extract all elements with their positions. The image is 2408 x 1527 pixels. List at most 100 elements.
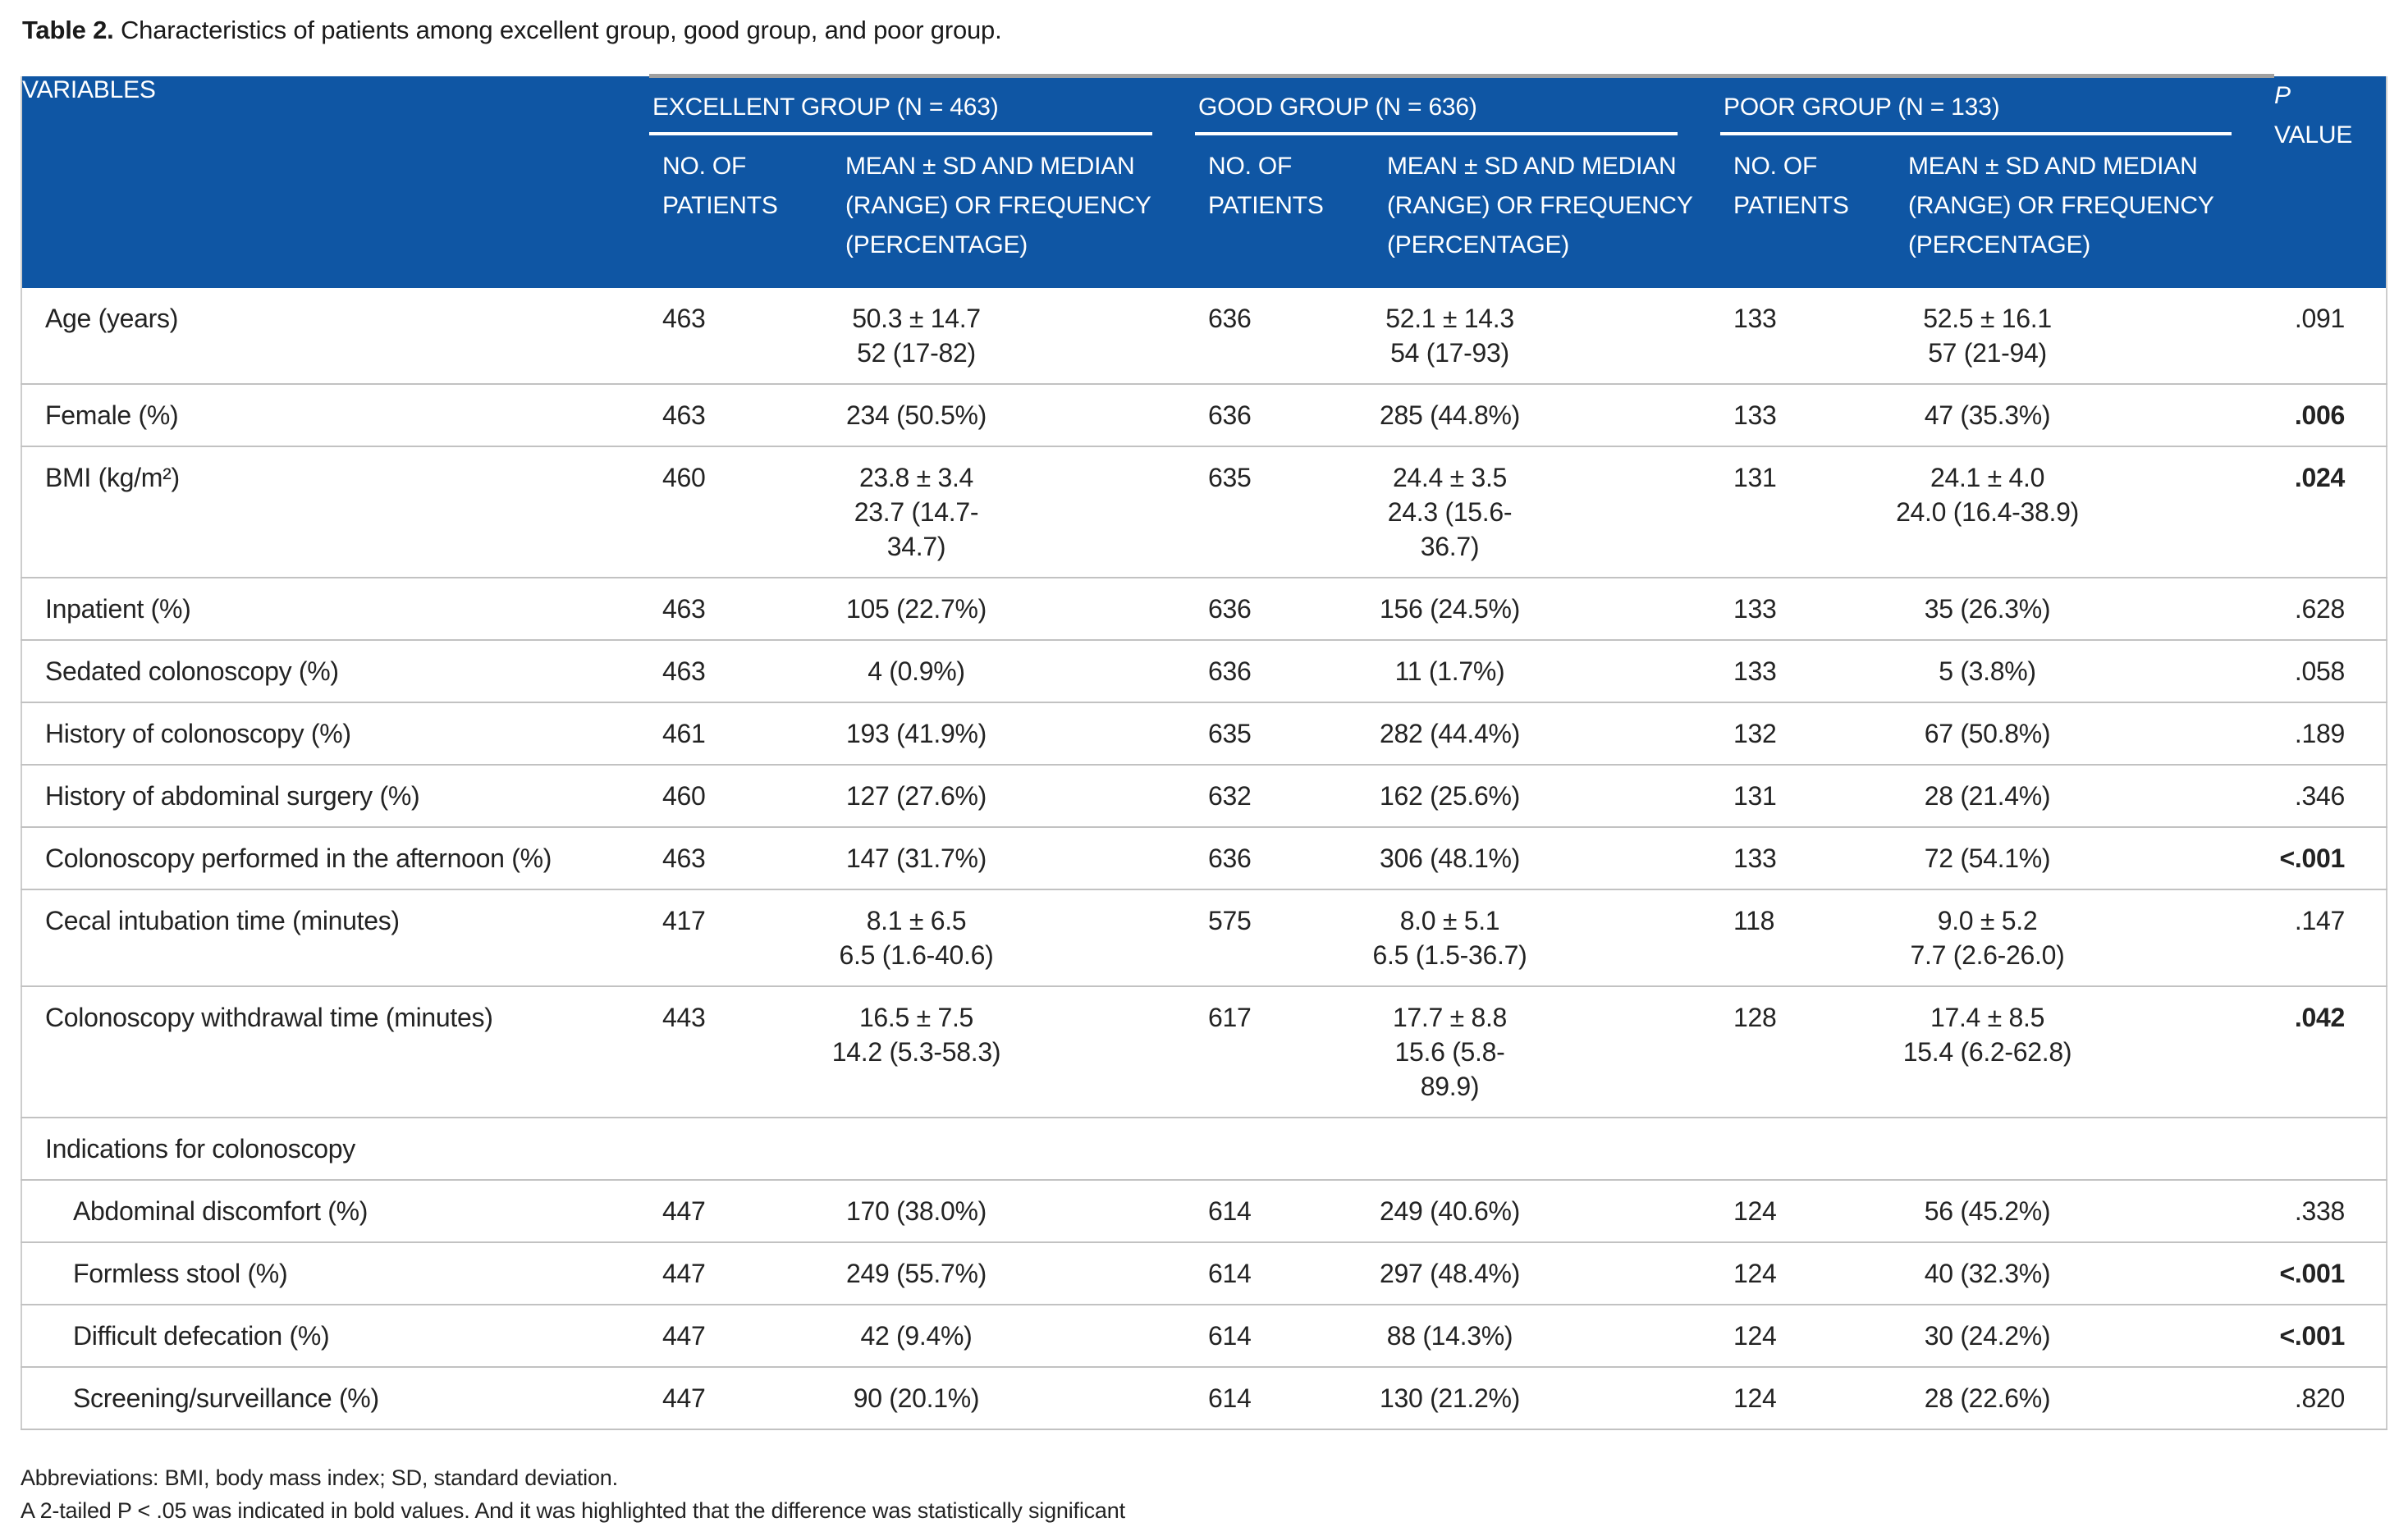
p-value-cell: .024 [2294, 463, 2346, 492]
value-line1: 23.8 ± 3.4 [858, 463, 974, 492]
table-row: Sedated colonoscopy (%) 463 4 (0.9%) 636 11 … [21, 640, 2387, 702]
value-line1: 47 (35.3%) [1924, 400, 2051, 430]
p-value-label-line2: VALUE [2274, 121, 2353, 149]
patients-count-cell: 635 [1208, 463, 1252, 492]
p-value-cell: .189 [2294, 719, 2346, 748]
value-cell: 130 (21.2%) [1367, 1367, 1720, 1429]
value-line2: 14.2 (5.3-58.3) [831, 1037, 1001, 1067]
value-cell: 249 (40.6%) [1367, 1180, 1720, 1242]
patients-count-cell: 447 [662, 1259, 706, 1288]
value-line2: 54 (17-93) [1390, 338, 1509, 368]
value-line1: 52.1 ± 14.3 [1385, 304, 1514, 333]
value-line1: 42 (9.4%) [860, 1321, 973, 1351]
value-cell: 28 (21.4%) [1888, 765, 2274, 827]
patients-count-cell: 133 [1733, 304, 1777, 333]
value-line1: 249 (55.7%) [845, 1259, 987, 1288]
table-title: Table 2. Characteristics of patients amo… [22, 15, 2408, 46]
sub-header-row: NO. OF PATIENTS MEAN ± SD AND MEDIAN (RA… [21, 139, 2387, 288]
table-row: Colonoscopy performed in the afternoon (… [21, 827, 2387, 889]
patients-count-cell: 635 [1208, 719, 1252, 748]
column-header-poor-group: POOR GROUP (N = 133) [1720, 74, 2275, 139]
p-value-cell: .091 [2294, 304, 2346, 333]
value-cell: 16.5 ± 7.5 14.2 (5.3-58.3) [826, 986, 1195, 1118]
column-header-mean-good: MEAN ± SD AND MEDIAN (RANGE) OR FREQUENC… [1367, 139, 1721, 288]
p-value-label-line1: P [2274, 81, 2291, 109]
p-value-cell: .042 [2294, 1003, 2346, 1032]
table-row: Colonoscopy withdrawal time (minutes) 443… [21, 986, 2387, 1118]
value-line1: 8.1 ± 6.5 [866, 906, 967, 935]
patients-count-cell: 133 [1733, 594, 1777, 624]
value-cell: 9.0 ± 5.2 7.7 (2.6-26.0) [1888, 889, 2274, 986]
group-underline [1195, 132, 1678, 135]
patients-count-cell: 614 [1208, 1321, 1252, 1351]
page: Table 2. Characteristics of patients amo… [0, 15, 2408, 1523]
group-underline [649, 132, 1152, 135]
column-header-good-group: GOOD GROUP (N = 636) [1195, 74, 1721, 139]
variable-label: Difficult defecation (%) [73, 1321, 330, 1351]
value-cell: 90 (20.1%) [826, 1367, 1195, 1429]
value-cell: 67 (50.8%) [1888, 702, 2274, 765]
value-cell: 17.4 ± 8.5 15.4 (6.2-62.8) [1888, 986, 2274, 1118]
patients-count-cell: 133 [1733, 844, 1777, 873]
table-number: Table 2. [22, 16, 114, 44]
column-header-mean-poor: MEAN ± SD AND MEDIAN (RANGE) OR FREQUENC… [1888, 139, 2275, 288]
table-row: Formless stool (%) 447 249 (55.7%) 614 297 (… [21, 1242, 2387, 1305]
patients-count-cell: 636 [1208, 400, 1252, 430]
patients-count-cell: 132 [1733, 719, 1777, 748]
value-line1: 90 (20.1%) [853, 1383, 980, 1413]
p-value-cell: .147 [2294, 906, 2346, 935]
value-line1: 234 (50.5%) [845, 400, 987, 430]
group-underline [1720, 132, 2232, 135]
value-cell: 282 (44.4%) [1367, 702, 1720, 765]
footnotes: Abbreviations: BMI, body mass index; SD,… [21, 1461, 2408, 1527]
value-line1: 40 (32.3%) [1924, 1259, 2051, 1288]
poor-group-label: POOR GROUP (N = 133) [1724, 94, 2000, 121]
value-line1: 24.1 ± 4.0 [1930, 463, 2045, 492]
value-cell: 28 (22.6%) [1888, 1367, 2274, 1429]
value-line1: 127 (27.6%) [845, 781, 987, 811]
value-cell: 52.1 ± 14.3 54 (17-93) [1367, 288, 1720, 384]
value-line1: 156 (24.5%) [1379, 594, 1521, 624]
value-line1: 28 (21.4%) [1924, 781, 2051, 811]
p-value-cell: <.001 [2279, 844, 2346, 873]
value-line1: 4 (0.9%) [868, 656, 965, 686]
patients-count-cell: 124 [1733, 1383, 1777, 1413]
variable-label: Formless stool (%) [73, 1259, 288, 1288]
patients-count-cell: 632 [1208, 781, 1252, 811]
variable-label: Inpatient (%) [45, 594, 191, 624]
variable-label: BMI (kg/m²) [45, 463, 180, 492]
table-row: Age (years) 463 50.3 ± 14.7 52 (17-82) 636 52… [21, 288, 2387, 384]
patients-count-cell: 461 [662, 719, 706, 748]
variable-label: Colonoscopy performed in the afternoon (… [45, 844, 552, 873]
value-cell: 5 (3.8%) [1888, 640, 2274, 702]
value-line1: 170 (38.0%) [845, 1196, 987, 1226]
value-line1: 17.7 ± 8.8 [1392, 1003, 1508, 1032]
value-cell: 30 (24.2%) [1888, 1305, 2274, 1367]
patients-count-cell: 463 [662, 594, 706, 624]
value-cell: 8.0 ± 5.1 6.5 (1.5-36.7) [1367, 889, 1720, 986]
patients-count-cell: 463 [662, 304, 706, 333]
value-line1: 285 (44.8%) [1379, 400, 1521, 430]
variable-label: Abdominal discomfort (%) [73, 1196, 369, 1226]
column-header-mean-excellent: MEAN ± SD AND MEDIAN (RANGE) OR FREQUENC… [826, 139, 1195, 288]
table-row: Female (%) 463 234 (50.5%) 636 285 (44.8%) 13… [21, 384, 2387, 446]
value-cell: 88 (14.3%) [1367, 1305, 1720, 1367]
patients-count-cell: 463 [662, 844, 706, 873]
variable-label: Screening/surveillance (%) [73, 1383, 379, 1413]
value-line1: 249 (40.6%) [1379, 1196, 1521, 1226]
patients-count-cell: 447 [662, 1383, 706, 1413]
patients-count-cell: 133 [1733, 656, 1777, 686]
patients-count-cell: 617 [1208, 1003, 1252, 1032]
value-cell: 11 (1.7%) [1367, 640, 1720, 702]
patients-count-cell: 124 [1733, 1259, 1777, 1288]
p-value-cell: .338 [2294, 1196, 2346, 1226]
group-header-row: VARIABLES EXCELLENT GROUP (N = 463) GOOD… [21, 74, 2387, 288]
value-cell: 35 (26.3%) [1888, 578, 2274, 640]
value-cell: 23.8 ± 3.4 23.7 (14.7-34.7) [826, 446, 1195, 578]
value-line1: 35 (26.3%) [1924, 594, 2051, 624]
value-cell: 40 (32.3%) [1888, 1242, 2274, 1305]
patients-count-cell: 460 [662, 463, 706, 492]
table-row: Screening/surveillance (%) 447 90 (20.1%) 6… [21, 1367, 2387, 1429]
patients-count-cell: 133 [1733, 400, 1777, 430]
value-line1: 11 (1.7%) [1394, 656, 1505, 686]
